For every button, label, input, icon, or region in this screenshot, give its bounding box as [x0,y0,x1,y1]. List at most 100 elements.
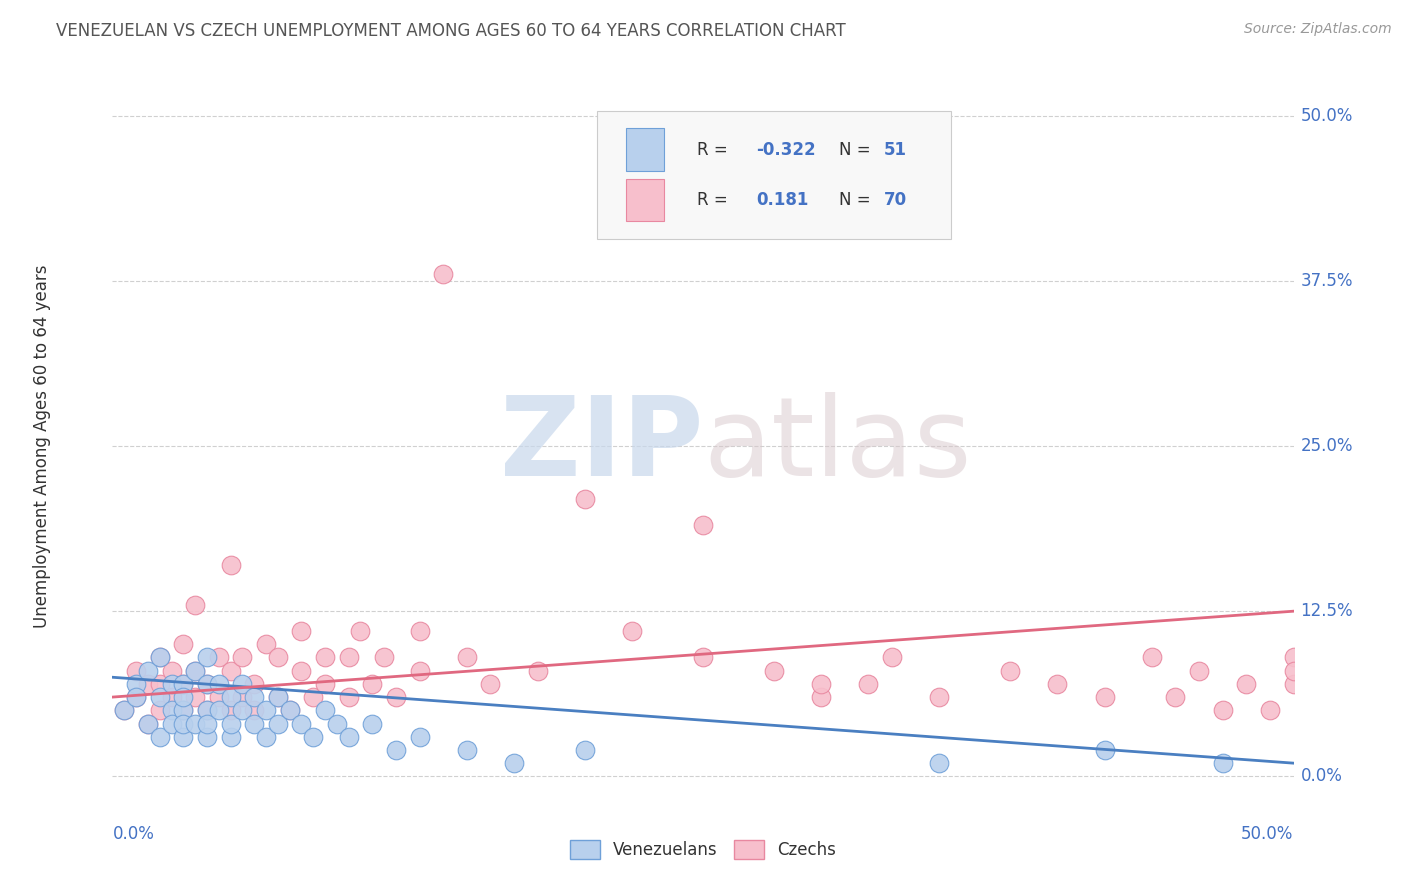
Point [337,650,360,665]
Point [160,716,183,731]
Point [621,624,644,638]
Point [361,677,384,691]
Point [184,598,207,612]
Point [243,690,266,704]
Point [1282,677,1305,691]
Point [337,690,360,704]
Point [1282,650,1305,665]
Point [456,743,478,757]
Point [267,650,290,665]
Text: R =: R = [697,191,728,209]
Point [149,730,172,744]
Point [149,677,172,691]
Point [290,664,312,678]
Point [254,637,277,651]
Point [208,650,231,665]
Point [184,690,207,704]
Point [136,677,159,691]
Point [326,716,349,731]
Point [373,650,395,665]
Point [1212,703,1234,717]
Point [195,677,218,691]
Point [125,664,148,678]
Point [219,730,242,744]
Point [172,637,194,651]
Point [692,650,714,665]
Text: 0.0%: 0.0% [112,825,155,843]
FancyBboxPatch shape [626,128,664,171]
Text: 37.5%: 37.5% [1301,272,1353,290]
Text: N =: N = [839,141,870,159]
Point [408,624,430,638]
Point [998,664,1021,678]
Point [302,690,325,704]
Point [254,730,277,744]
Point [136,716,159,731]
Point [125,690,148,704]
Point [928,690,950,704]
Point [1282,664,1305,678]
Point [1094,690,1116,704]
Point [456,650,478,665]
Point [432,267,454,281]
Point [290,716,312,731]
Point [149,650,172,665]
Point [503,756,526,771]
Point [278,703,301,717]
Point [172,677,194,691]
Point [160,703,183,717]
Point [574,491,596,506]
Point [231,690,253,704]
Point [112,703,135,717]
Point [479,677,502,691]
Point [314,677,336,691]
Point [1094,743,1116,757]
Point [125,677,148,691]
Point [314,650,336,665]
Point [1164,690,1187,704]
Point [1258,703,1281,717]
Text: 0.181: 0.181 [756,191,808,209]
Point [243,703,266,717]
Point [1212,756,1234,771]
Point [195,716,218,731]
Point [195,677,218,691]
Point [219,716,242,731]
Point [302,730,325,744]
Point [160,677,183,691]
Point [160,690,183,704]
Point [149,650,172,665]
Point [149,703,172,717]
Point [1046,677,1069,691]
Point [290,624,312,638]
Point [408,664,430,678]
Text: Unemployment Among Ages 60 to 64 years: Unemployment Among Ages 60 to 64 years [34,264,51,628]
Point [112,703,135,717]
Point [208,677,231,691]
Point [361,716,384,731]
Point [219,690,242,704]
Point [810,690,832,704]
Point [858,677,880,691]
Point [231,703,253,717]
Point [184,664,207,678]
Point [385,743,408,757]
Point [337,730,360,744]
Point [184,716,207,731]
Point [810,677,832,691]
Point [267,716,290,731]
Text: 50.0%: 50.0% [1241,825,1294,843]
Point [1140,650,1163,665]
Point [349,624,371,638]
Text: VENEZUELAN VS CZECH UNEMPLOYMENT AMONG AGES 60 TO 64 YEARS CORRELATION CHART: VENEZUELAN VS CZECH UNEMPLOYMENT AMONG A… [56,22,846,40]
Point [928,756,950,771]
Point [385,690,408,704]
Text: 51: 51 [884,141,907,159]
Point [692,518,714,533]
Text: atlas: atlas [703,392,972,500]
Point [172,716,194,731]
Point [219,558,242,572]
Point [314,703,336,717]
Text: ZIP: ZIP [499,392,703,500]
FancyBboxPatch shape [626,178,664,221]
